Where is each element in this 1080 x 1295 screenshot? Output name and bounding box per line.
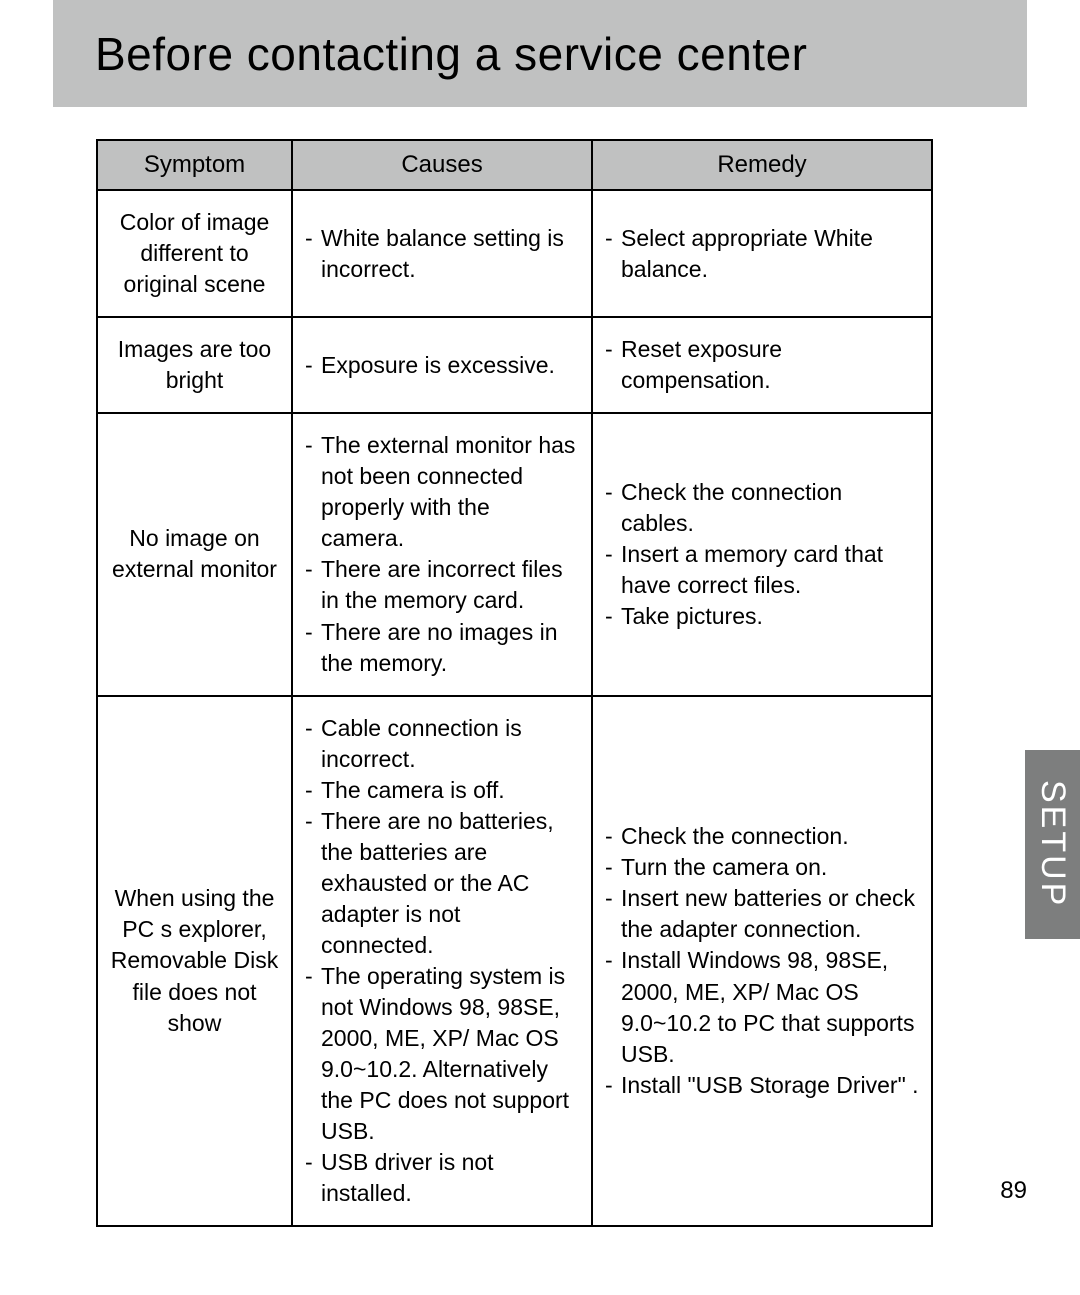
- remedy-list: Reset exposure compensation.: [605, 334, 919, 396]
- causes-cell: Cable connection is incorrect.The camera…: [292, 696, 592, 1227]
- list-item: Insert a memory card that have correct f…: [605, 539, 919, 601]
- list-item: The camera is off.: [305, 775, 579, 806]
- page-title: Before contacting a service center: [95, 27, 807, 81]
- symptom-cell: Images are too bright: [97, 317, 292, 413]
- table-row: Color of image different to original sce…: [97, 190, 932, 317]
- table-header-row: Symptom Causes Remedy: [97, 140, 932, 190]
- header-remedy: Remedy: [592, 140, 932, 190]
- title-band: Before contacting a service center: [53, 0, 1027, 107]
- remedy-cell: Select appropriate White balance.: [592, 190, 932, 317]
- causes-list: Exposure is excessive.: [305, 350, 579, 381]
- remedy-list: Check the connection.Turn the camera on.…: [605, 821, 919, 1100]
- remedy-cell: Check the connection cables.Insert a mem…: [592, 413, 932, 695]
- list-item: Install "USB Storage Driver" .: [605, 1070, 919, 1101]
- table-row: When using the PC s explorer, Removable …: [97, 696, 932, 1227]
- symptom-cell: When using the PC s explorer, Removable …: [97, 696, 292, 1227]
- manual-page: Before contacting a service center Sympt…: [0, 0, 1080, 1295]
- causes-list: White balance setting is incorrect.: [305, 223, 579, 285]
- list-item: There are no images in the memory.: [305, 617, 579, 679]
- list-item: Install Windows 98, 98SE, 2000, ME, XP/ …: [605, 945, 919, 1069]
- header-symptom: Symptom: [97, 140, 292, 190]
- list-item: Exposure is excessive.: [305, 350, 579, 381]
- list-item: White balance setting is incorrect.: [305, 223, 579, 285]
- list-item: Turn the camera on.: [605, 852, 919, 883]
- page-number: 89: [0, 1177, 1027, 1205]
- causes-list: The external monitor has not been connec…: [305, 430, 579, 678]
- table-row: Images are too bright Exposure is excessi…: [97, 317, 932, 413]
- list-item: There are incorrect files in the memory …: [305, 554, 579, 616]
- header-causes: Causes: [292, 140, 592, 190]
- table-row: No image on external monitorThe external…: [97, 413, 932, 695]
- remedy-list: Select appropriate White balance.: [605, 223, 919, 285]
- causes-list: Cable connection is incorrect.The camera…: [305, 713, 579, 1210]
- list-item: The operating system is not Windows 98, …: [305, 961, 579, 1147]
- remedy-cell: Reset exposure compensation.: [592, 317, 932, 413]
- list-item: Select appropriate White balance.: [605, 223, 919, 285]
- causes-cell: White balance setting is incorrect.: [292, 190, 592, 317]
- troubleshoot-table-wrap: Symptom Causes Remedy Color of image dif…: [96, 139, 931, 1227]
- list-item: Take pictures.: [605, 601, 919, 632]
- symptom-cell: No image on external monitor: [97, 413, 292, 695]
- list-item: Cable connection is incorrect.: [305, 713, 579, 775]
- list-item: The external monitor has not been connec…: [305, 430, 579, 554]
- symptom-cell: Color of image different to original sce…: [97, 190, 292, 317]
- list-item: Check the connection.: [605, 821, 919, 852]
- section-side-tab-label: SETUP: [1033, 780, 1072, 908]
- causes-cell: Exposure is excessive.: [292, 317, 592, 413]
- causes-cell: The external monitor has not been connec…: [292, 413, 592, 695]
- table-body: Color of image different to original sce…: [97, 190, 932, 1226]
- troubleshoot-table: Symptom Causes Remedy Color of image dif…: [96, 139, 933, 1227]
- list-item: Insert new batteries or check the adapte…: [605, 883, 919, 945]
- remedy-list: Check the connection cables.Insert a mem…: [605, 477, 919, 632]
- list-item: There are no batteries, the batteries ar…: [305, 806, 579, 961]
- list-item: Check the connection cables.: [605, 477, 919, 539]
- section-side-tab: SETUP: [1025, 750, 1080, 939]
- list-item: Reset exposure compensation.: [605, 334, 919, 396]
- remedy-cell: Check the connection.Turn the camera on.…: [592, 696, 932, 1227]
